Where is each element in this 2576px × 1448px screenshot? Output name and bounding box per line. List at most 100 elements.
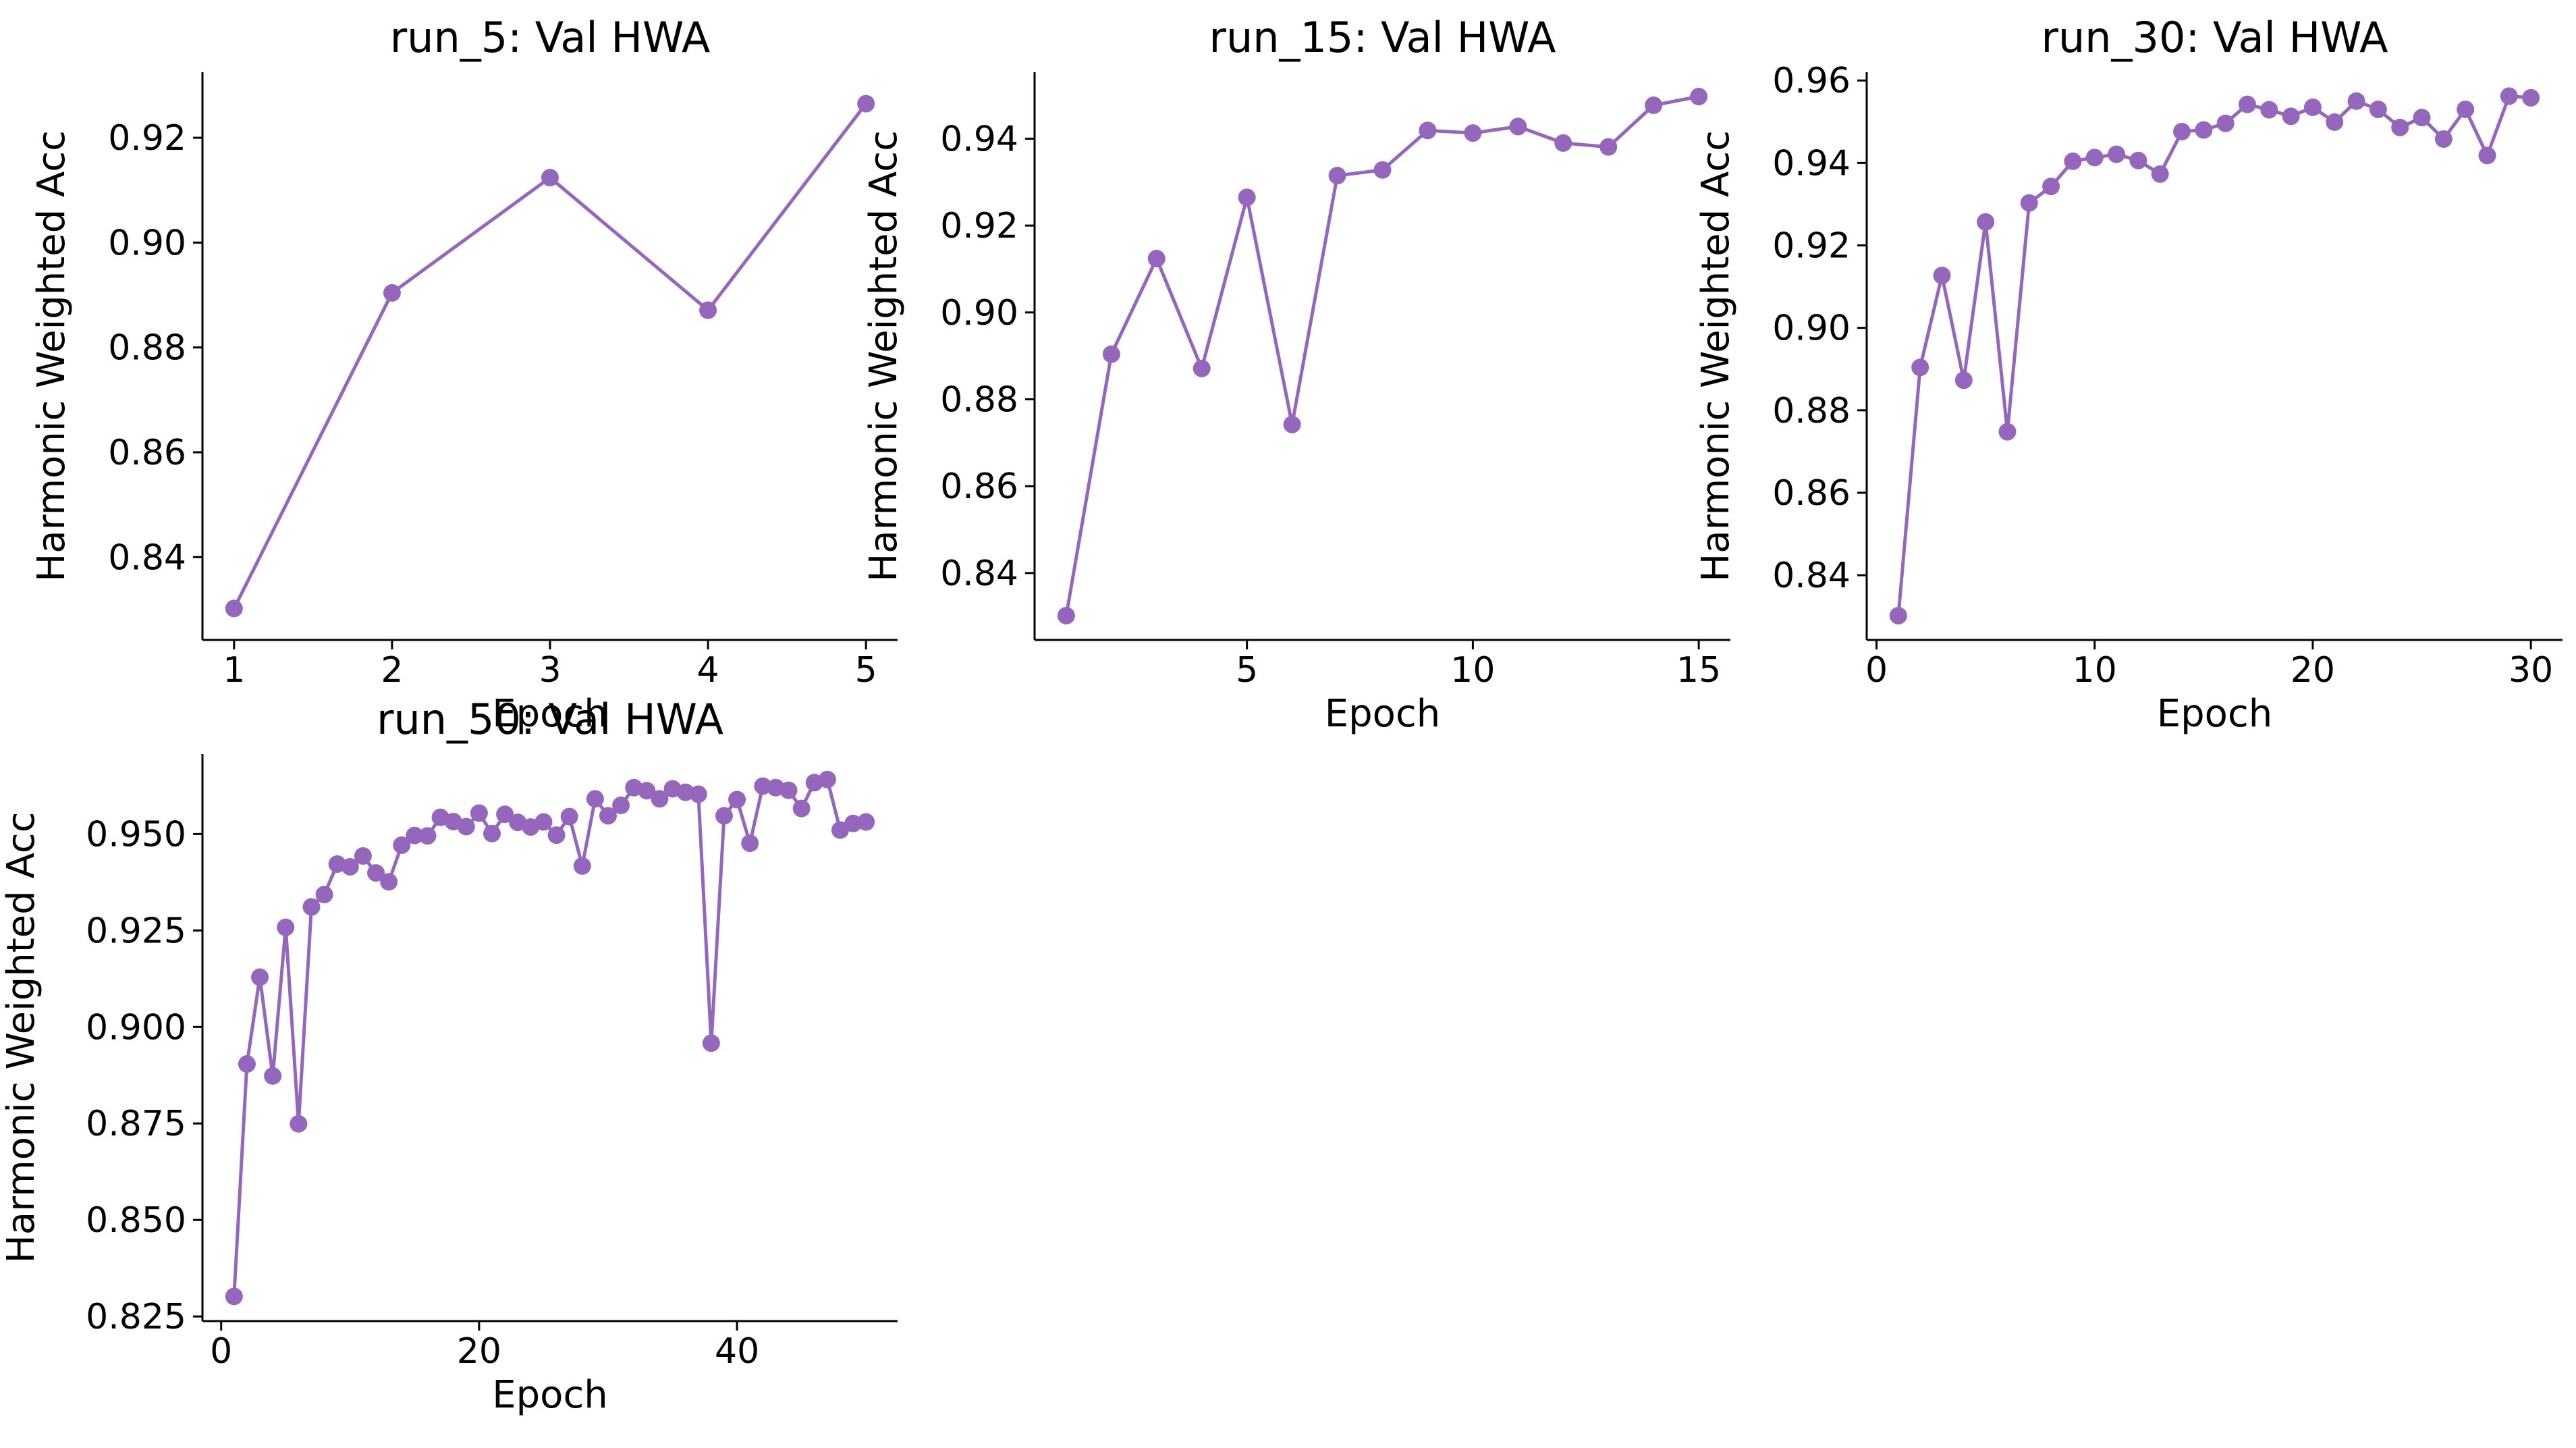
data-point bbox=[2326, 113, 2344, 131]
data-point bbox=[383, 284, 401, 302]
data-point bbox=[857, 95, 875, 113]
y-tick-label: 0.88 bbox=[940, 380, 1018, 421]
y-tick-label: 0.950 bbox=[86, 814, 186, 855]
x-tick-label: 0 bbox=[210, 1331, 232, 1372]
x-tick-label: 40 bbox=[715, 1331, 759, 1372]
data-point bbox=[702, 1034, 720, 1052]
data-point bbox=[689, 785, 707, 803]
data-point bbox=[2108, 145, 2126, 163]
data-point bbox=[651, 790, 669, 808]
x-tick-label: 10 bbox=[1450, 650, 1495, 691]
data-point bbox=[754, 777, 772, 795]
data-point bbox=[2434, 130, 2452, 148]
y-tick-label: 0.92 bbox=[940, 206, 1018, 246]
data-point bbox=[2085, 149, 2104, 167]
data-point bbox=[1283, 415, 1301, 433]
data-point bbox=[1977, 213, 1995, 231]
y-tick-label: 0.96 bbox=[1772, 61, 1851, 101]
data-point bbox=[844, 814, 862, 832]
data-point bbox=[779, 781, 798, 799]
data-point bbox=[1147, 250, 1166, 268]
data-point bbox=[1911, 358, 1929, 377]
data-point bbox=[2260, 101, 2278, 119]
y-tick-label: 0.88 bbox=[108, 328, 186, 369]
data-point bbox=[2369, 100, 2387, 118]
x-tick-label: 20 bbox=[457, 1331, 501, 1372]
data-point bbox=[2195, 121, 2213, 139]
data-point bbox=[715, 807, 733, 825]
data-point bbox=[496, 805, 514, 824]
data-point bbox=[354, 847, 372, 865]
data-point bbox=[418, 827, 437, 845]
y-tick-label: 0.925 bbox=[86, 911, 186, 951]
data-point bbox=[1690, 88, 1708, 106]
y-tick-label: 0.84 bbox=[1772, 556, 1851, 596]
y-tick-label: 0.825 bbox=[86, 1297, 186, 1337]
data-point bbox=[818, 770, 836, 788]
data-point bbox=[251, 968, 269, 986]
data-point bbox=[547, 826, 566, 844]
y-tick-label: 0.90 bbox=[1772, 309, 1851, 349]
data-point bbox=[457, 817, 475, 836]
data-point bbox=[470, 804, 488, 822]
data-point bbox=[393, 836, 411, 854]
y-tick-label: 0.94 bbox=[1772, 143, 1851, 184]
data-point bbox=[1419, 122, 1437, 140]
y-tick-label: 0.875 bbox=[86, 1104, 186, 1144]
x-tick-label: 10 bbox=[2073, 650, 2117, 691]
data-point bbox=[638, 782, 656, 800]
data-point bbox=[2413, 109, 2431, 127]
data-point bbox=[406, 826, 424, 844]
data-point bbox=[541, 169, 559, 187]
data-point bbox=[367, 864, 385, 882]
data-point bbox=[315, 886, 333, 904]
data-point bbox=[2064, 152, 2082, 170]
data-point bbox=[264, 1067, 282, 1085]
y-tick-label: 0.84 bbox=[940, 554, 1018, 594]
data-point bbox=[1998, 423, 2017, 441]
data-point bbox=[2129, 151, 2147, 169]
y-tick-label: 0.92 bbox=[108, 118, 186, 159]
data-point bbox=[1933, 267, 1951, 285]
data-point bbox=[728, 790, 746, 809]
data-point bbox=[1373, 161, 1392, 179]
data-point bbox=[2500, 87, 2518, 105]
x-tick-label: 15 bbox=[1676, 650, 1721, 691]
data-point bbox=[1057, 606, 1075, 624]
data-point bbox=[238, 1055, 256, 1073]
data-point bbox=[2347, 92, 2365, 110]
chart-panel-1: 1 2 3 4 5 0.84 0.86 0.88 0.90 0.92 run_5: Val HWA E… bbox=[30, 13, 898, 736]
data-point bbox=[2151, 165, 2169, 183]
data-point bbox=[1554, 134, 1572, 152]
x-axis-label: Epoch bbox=[2157, 692, 2272, 736]
data-point bbox=[2216, 114, 2235, 132]
y-tick-label: 0.92 bbox=[1772, 226, 1851, 267]
data-point bbox=[1889, 606, 1907, 624]
data-point bbox=[1464, 124, 1482, 142]
data-point bbox=[341, 857, 359, 876]
y-tick-label: 0.84 bbox=[108, 537, 186, 578]
x-tick-label: 1 bbox=[223, 650, 245, 691]
data-point bbox=[483, 824, 501, 842]
data-point bbox=[380, 873, 398, 891]
y-tick-label: 0.86 bbox=[1772, 473, 1851, 514]
x-tick-label: 2 bbox=[381, 650, 403, 691]
chart-panel-3: 0 10 20 30 0.84 0.86 0.88 0.90 0.92 0.94 0.96 run_3… bbox=[1694, 13, 2563, 736]
data-point bbox=[2303, 98, 2322, 116]
data-point bbox=[2020, 194, 2038, 212]
chart-title: run_50: Val HWA bbox=[377, 695, 723, 744]
data-point bbox=[831, 821, 849, 839]
x-tick-label: 5 bbox=[855, 650, 877, 691]
y-tick-label: 0.900 bbox=[86, 1007, 186, 1048]
data-point bbox=[676, 783, 694, 801]
y-tick-label: 0.850 bbox=[86, 1200, 186, 1241]
y-tick-label: 0.88 bbox=[1772, 391, 1851, 431]
x-tick-label: 4 bbox=[697, 650, 719, 691]
series-line bbox=[1896, 94, 2531, 616]
y-tick-label: 0.90 bbox=[108, 223, 186, 263]
series-line bbox=[232, 778, 867, 1297]
x-tick-label: 0 bbox=[1865, 650, 1888, 691]
x-tick-label: 3 bbox=[539, 650, 561, 691]
data-point bbox=[2391, 118, 2409, 136]
